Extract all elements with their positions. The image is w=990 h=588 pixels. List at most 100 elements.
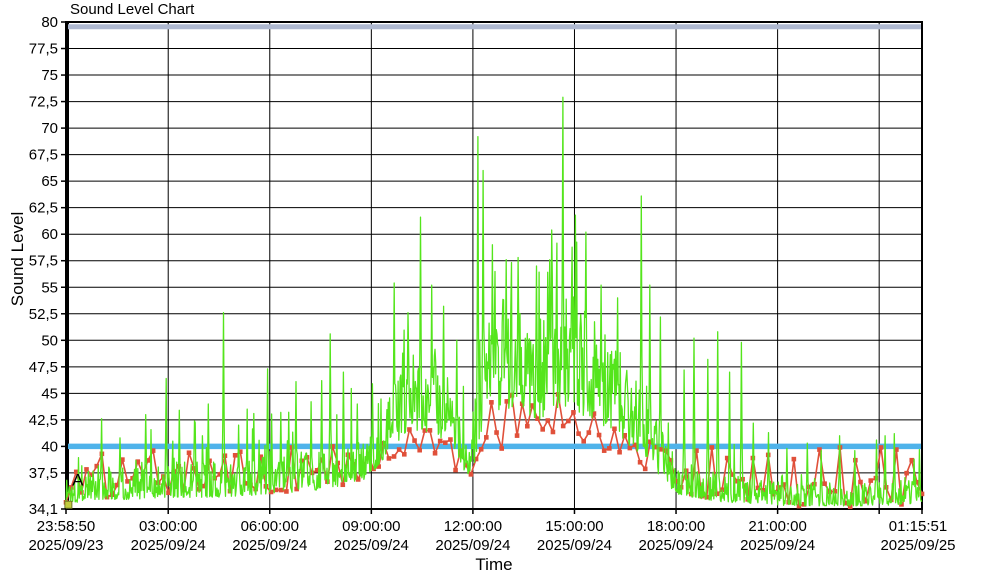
orange-series-marker <box>463 462 469 468</box>
orange-series-marker <box>709 445 715 450</box>
x-tick-date-label: 2025/09/24 <box>740 537 815 554</box>
orange-series-marker <box>771 491 776 497</box>
x-tick-time-label: 06:00:00 <box>241 518 299 535</box>
x-tick-date-label: 2025/09/24 <box>232 537 307 554</box>
green-series-line <box>65 96 923 507</box>
orange-series-marker <box>822 481 827 486</box>
orange-series-marker <box>166 490 171 496</box>
orange-series-marker <box>258 454 264 460</box>
x-tick-time-label: 21:00:00 <box>748 518 806 535</box>
orange-series-marker <box>673 478 679 484</box>
orange-series-marker <box>832 489 838 494</box>
x-tick-date-label: 2025/09/24 <box>639 537 714 554</box>
orange-series-marker <box>432 450 438 456</box>
orange-series-marker <box>514 433 520 438</box>
orange-series-marker <box>904 470 909 476</box>
orange-series-marker <box>268 489 274 495</box>
orange-series-marker <box>622 432 628 438</box>
chart-title: Sound Level Chart <box>70 1 195 18</box>
orange-series-marker <box>581 438 587 444</box>
x-tick-time-label: 12:00:00 <box>444 518 502 535</box>
orange-series-marker <box>407 427 412 432</box>
orange-series-marker <box>499 446 504 451</box>
orange-series-marker <box>586 430 592 435</box>
orange-series-marker <box>294 486 299 492</box>
orange-series-marker <box>412 438 417 443</box>
x-tick-date-label: 2025/09/24 <box>131 537 206 554</box>
y-tick-label: 72,5 <box>29 94 58 111</box>
y-tick-label: 57,5 <box>29 253 58 270</box>
orange-series-marker <box>289 445 294 450</box>
y-tick-label: 50 <box>41 332 58 349</box>
orange-series-marker <box>781 482 786 487</box>
y-tick-label: 65 <box>41 173 58 190</box>
orange-series-marker <box>535 416 540 421</box>
orange-series-marker <box>135 459 141 464</box>
orange-series-marker <box>473 456 479 462</box>
orange-series-marker <box>489 400 494 405</box>
y-tick-label: 40 <box>41 438 58 455</box>
orange-series-marker <box>858 479 863 485</box>
orange-series-marker <box>504 399 510 404</box>
orange-series-marker <box>73 469 79 475</box>
orange-series-marker <box>560 423 566 429</box>
orange-series-marker <box>658 447 663 452</box>
orange-series-marker <box>817 447 822 452</box>
orange-series-marker <box>186 450 192 456</box>
y-tick-label: 34,1 <box>29 501 58 518</box>
orange-series-marker <box>376 464 381 469</box>
orange-series-marker <box>68 485 74 490</box>
y-tick-label: 60 <box>41 226 58 243</box>
orange-series-marker <box>791 456 797 462</box>
orange-series-marker <box>878 445 884 450</box>
y-tick-label: 67,5 <box>29 147 58 164</box>
orange-series-marker <box>371 466 376 472</box>
orange-series-marker <box>550 429 556 435</box>
y-tick-label: 80 <box>41 14 58 31</box>
orange-series-marker <box>478 446 484 452</box>
orange-series-marker <box>909 457 915 463</box>
orange-series-marker <box>704 494 710 500</box>
y-tick-label: 75 <box>41 67 58 84</box>
orange-series-marker <box>612 426 617 432</box>
orange-series-marker <box>391 454 397 459</box>
y-tick-label: 55 <box>41 279 58 296</box>
orange-series-marker <box>894 447 899 452</box>
x-tick-date-label: 2025/09/24 <box>435 537 510 554</box>
orange-series-marker <box>637 459 643 465</box>
orange-series-marker <box>607 446 612 451</box>
orange-series-marker <box>566 418 571 424</box>
orange-series-marker <box>724 455 730 461</box>
orange-series-marker <box>919 491 925 497</box>
orange-series-marker <box>94 463 100 469</box>
orange-series-marker <box>232 452 238 458</box>
orange-series-marker <box>627 445 633 451</box>
orange-series-marker <box>314 467 320 473</box>
orange-series-marker <box>417 447 422 453</box>
orange-series-marker <box>125 479 130 484</box>
orange-series-marker <box>545 418 551 423</box>
orange-series-marker <box>427 428 433 433</box>
orange-series-marker <box>730 472 735 477</box>
orange-series-marker <box>806 484 812 490</box>
orange-series-marker <box>576 431 581 436</box>
orange-series-marker <box>120 457 125 462</box>
x-tick-time-label: 03:00:00 <box>139 518 197 535</box>
orange-series-marker <box>525 423 530 429</box>
orange-series-marker <box>591 411 597 416</box>
orange-series-marker <box>150 448 156 453</box>
y-tick-label: 70 <box>41 120 58 137</box>
orange-series-marker <box>668 458 674 463</box>
orange-series-marker <box>863 498 868 504</box>
orange-series-marker <box>453 467 458 473</box>
y-tick-label: 52,5 <box>29 306 58 323</box>
orange-series-marker <box>648 439 653 445</box>
y-tick-label: 37,5 <box>29 465 58 482</box>
orange-series-marker <box>519 401 525 407</box>
orange-series-marker <box>796 503 802 509</box>
orange-series-marker <box>422 428 428 433</box>
x-tick-date-label: 2025/09/25 <box>880 537 955 554</box>
orange-series-marker <box>114 482 120 488</box>
orange-series-marker <box>596 432 602 438</box>
x-tick-date-label: 2025/09/24 <box>537 537 612 554</box>
